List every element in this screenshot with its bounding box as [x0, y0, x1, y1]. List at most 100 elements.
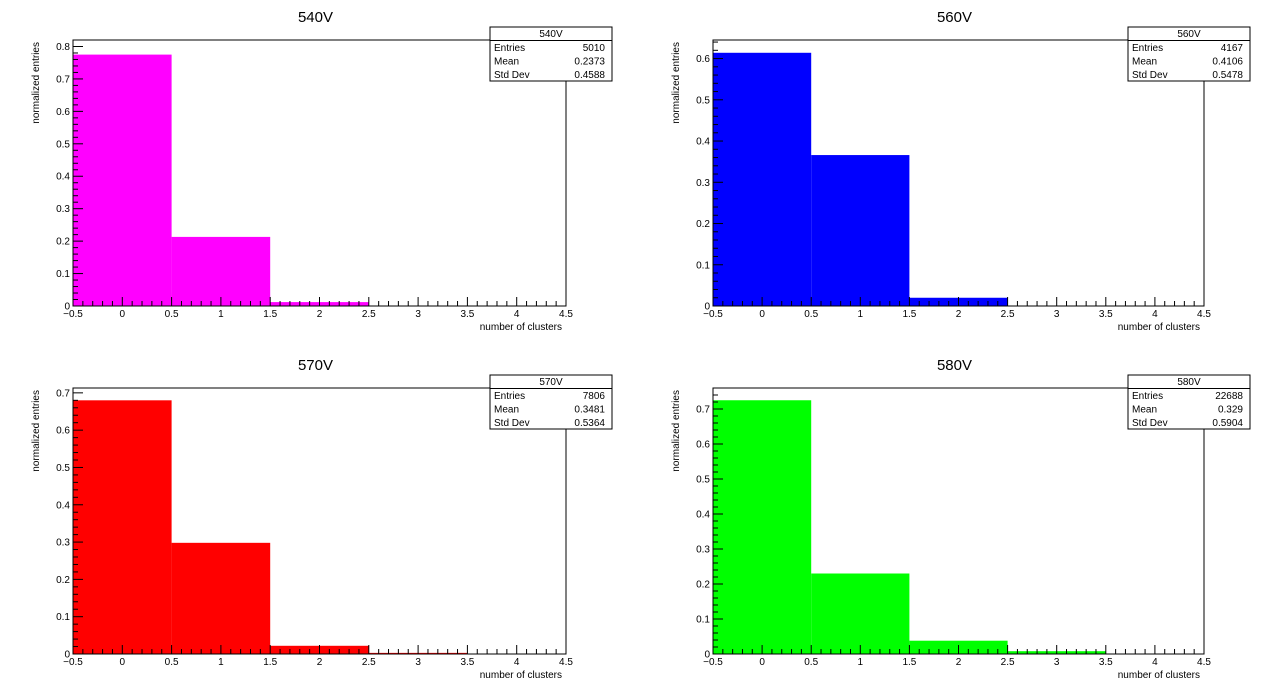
x-tick-label: 2 — [317, 309, 323, 320]
stats-value: 0.5478 — [1212, 70, 1243, 81]
y-tick-label: 0.3 — [56, 538, 70, 549]
histogram-bar — [713, 400, 811, 654]
stats-label: Entries — [494, 391, 525, 402]
x-tick-label: 0 — [759, 657, 765, 668]
x-axis-label: number of clusters — [1118, 322, 1200, 333]
y-axis-label: normalized entries — [671, 42, 682, 124]
x-tick-label: 4.5 — [559, 657, 573, 668]
x-tick-label: 2 — [956, 657, 962, 668]
y-tick-label: 0 — [704, 650, 710, 661]
y-axis-label: normalized entries — [671, 390, 682, 472]
x-tick-label: 1 — [218, 309, 224, 320]
x-tick-label: 1 — [858, 309, 864, 320]
x-tick-label: 1 — [218, 657, 224, 668]
x-axis-label: number of clusters — [480, 670, 562, 681]
y-tick-label: 0.2 — [696, 580, 710, 591]
x-tick-label: 2.5 — [362, 657, 376, 668]
x-tick-label: 3 — [1054, 657, 1060, 668]
y-tick-label: 0.2 — [56, 237, 70, 248]
stats-label: Mean — [494, 57, 519, 68]
y-tick-label: 0 — [704, 302, 710, 313]
y-tick-label: 0.3 — [56, 204, 70, 215]
y-tick-label: 0.3 — [696, 178, 710, 189]
x-tick-label: 2.5 — [1001, 309, 1015, 320]
x-tick-label: 0 — [759, 309, 765, 320]
y-tick-label: 0.5 — [696, 475, 710, 486]
histogram-bar — [172, 237, 271, 306]
stats-box: 560V Entries 4167 Mean 0.4106 Std Dev 0.5478 — [1128, 27, 1250, 81]
stats-box-title: 570V — [539, 377, 563, 388]
chart-title: 540V — [298, 9, 333, 26]
x-tick-label: 4.5 — [1197, 657, 1211, 668]
x-tick-label: 1.5 — [263, 657, 277, 668]
x-tick-label: 4 — [514, 309, 520, 320]
x-tick-label: 1.5 — [263, 309, 277, 320]
y-tick-label: 0.6 — [56, 426, 70, 437]
y-tick-label: 0.1 — [56, 612, 70, 623]
stats-label: Mean — [494, 405, 519, 416]
histogram-bar — [73, 400, 172, 654]
x-axis-label: number of clusters — [1118, 670, 1200, 681]
y-tick-label: 0.2 — [56, 575, 70, 586]
stats-label: Std Dev — [494, 418, 530, 429]
x-tick-label: 1 — [858, 657, 864, 668]
histogram-bar — [73, 55, 172, 306]
stats-value: 0.4588 — [574, 70, 605, 81]
histogram-bar — [811, 574, 909, 655]
y-tick-label: 0.5 — [56, 139, 70, 150]
y-tick-label: 0.6 — [696, 440, 710, 451]
x-tick-label: 0.5 — [165, 309, 179, 320]
y-tick-label: 0.2 — [696, 219, 710, 230]
y-tick-label: 0.6 — [56, 107, 70, 118]
stats-value: 0.3481 — [574, 405, 605, 416]
stats-box: 540VEntries 5010Mean 0.2373Std Dev 0.4588 — [490, 27, 612, 81]
stats-label: Mean — [1132, 405, 1157, 416]
x-tick-label: 4.5 — [1197, 309, 1211, 320]
stats-value: 7806 — [583, 391, 606, 402]
y-tick-label: 0.4 — [696, 510, 710, 521]
stats-value: 0.5904 — [1212, 418, 1243, 429]
y-tick-label: 0.1 — [696, 615, 710, 626]
x-tick-label: 3.5 — [460, 657, 474, 668]
x-tick-label: 2 — [956, 309, 962, 320]
x-tick-label: 0 — [120, 309, 126, 320]
x-tick-label: 3 — [415, 657, 421, 668]
stats-label: Std Dev — [494, 70, 530, 81]
x-tick-label: 1.5 — [902, 657, 916, 668]
y-axis-label: normalized entries — [31, 390, 42, 472]
histogram-bar — [713, 53, 811, 306]
x-tick-label: 0 — [120, 657, 126, 668]
stats-label: Entries — [1132, 391, 1163, 402]
stats-value: 4167 — [1221, 43, 1244, 54]
histogram-panel: −0.5 0 0.5 1 1.5 2 2.5 3 3.5 4 4.500.10.20.30.40.5… — [671, 357, 1250, 681]
x-tick-label: 4 — [1152, 657, 1158, 668]
stats-value: 0.329 — [1218, 405, 1243, 416]
x-tick-label: 3.5 — [460, 309, 474, 320]
histogram-bar — [811, 155, 909, 306]
stats-value: 0.4106 — [1212, 57, 1243, 68]
x-tick-label: 1.5 — [902, 309, 916, 320]
x-tick-label: 3.5 — [1099, 309, 1113, 320]
x-tick-label: 4 — [514, 657, 520, 668]
histogram-panel: −0.5 0 0.5 1 1.5 2 2.5 3 3.5 4 4.500.10.20.30.40.5… — [671, 9, 1250, 333]
y-tick-label: 0 — [64, 650, 70, 661]
stats-box-title: 580V — [1177, 377, 1201, 388]
y-tick-label: 0.4 — [56, 172, 70, 183]
y-tick-label: 0.3 — [696, 545, 710, 556]
y-tick-label: 0.4 — [56, 500, 70, 511]
x-tick-label: 0.5 — [165, 657, 179, 668]
y-tick-label: 0.6 — [696, 54, 710, 65]
histogram-bar — [172, 543, 271, 654]
stats-value: 0.2373 — [574, 57, 605, 68]
x-tick-label: 2.5 — [362, 309, 376, 320]
y-tick-label: 0.7 — [56, 388, 70, 399]
stats-label: Std Dev — [1132, 418, 1168, 429]
stats-box-title: 560V — [1177, 29, 1201, 40]
stats-label: Entries — [1132, 43, 1163, 54]
x-tick-label: 2.5 — [1001, 657, 1015, 668]
x-tick-label: 2 — [317, 657, 323, 668]
x-tick-label: 0.5 — [804, 657, 818, 668]
x-tick-label: 3 — [415, 309, 421, 320]
y-tick-label: 0.1 — [696, 260, 710, 271]
